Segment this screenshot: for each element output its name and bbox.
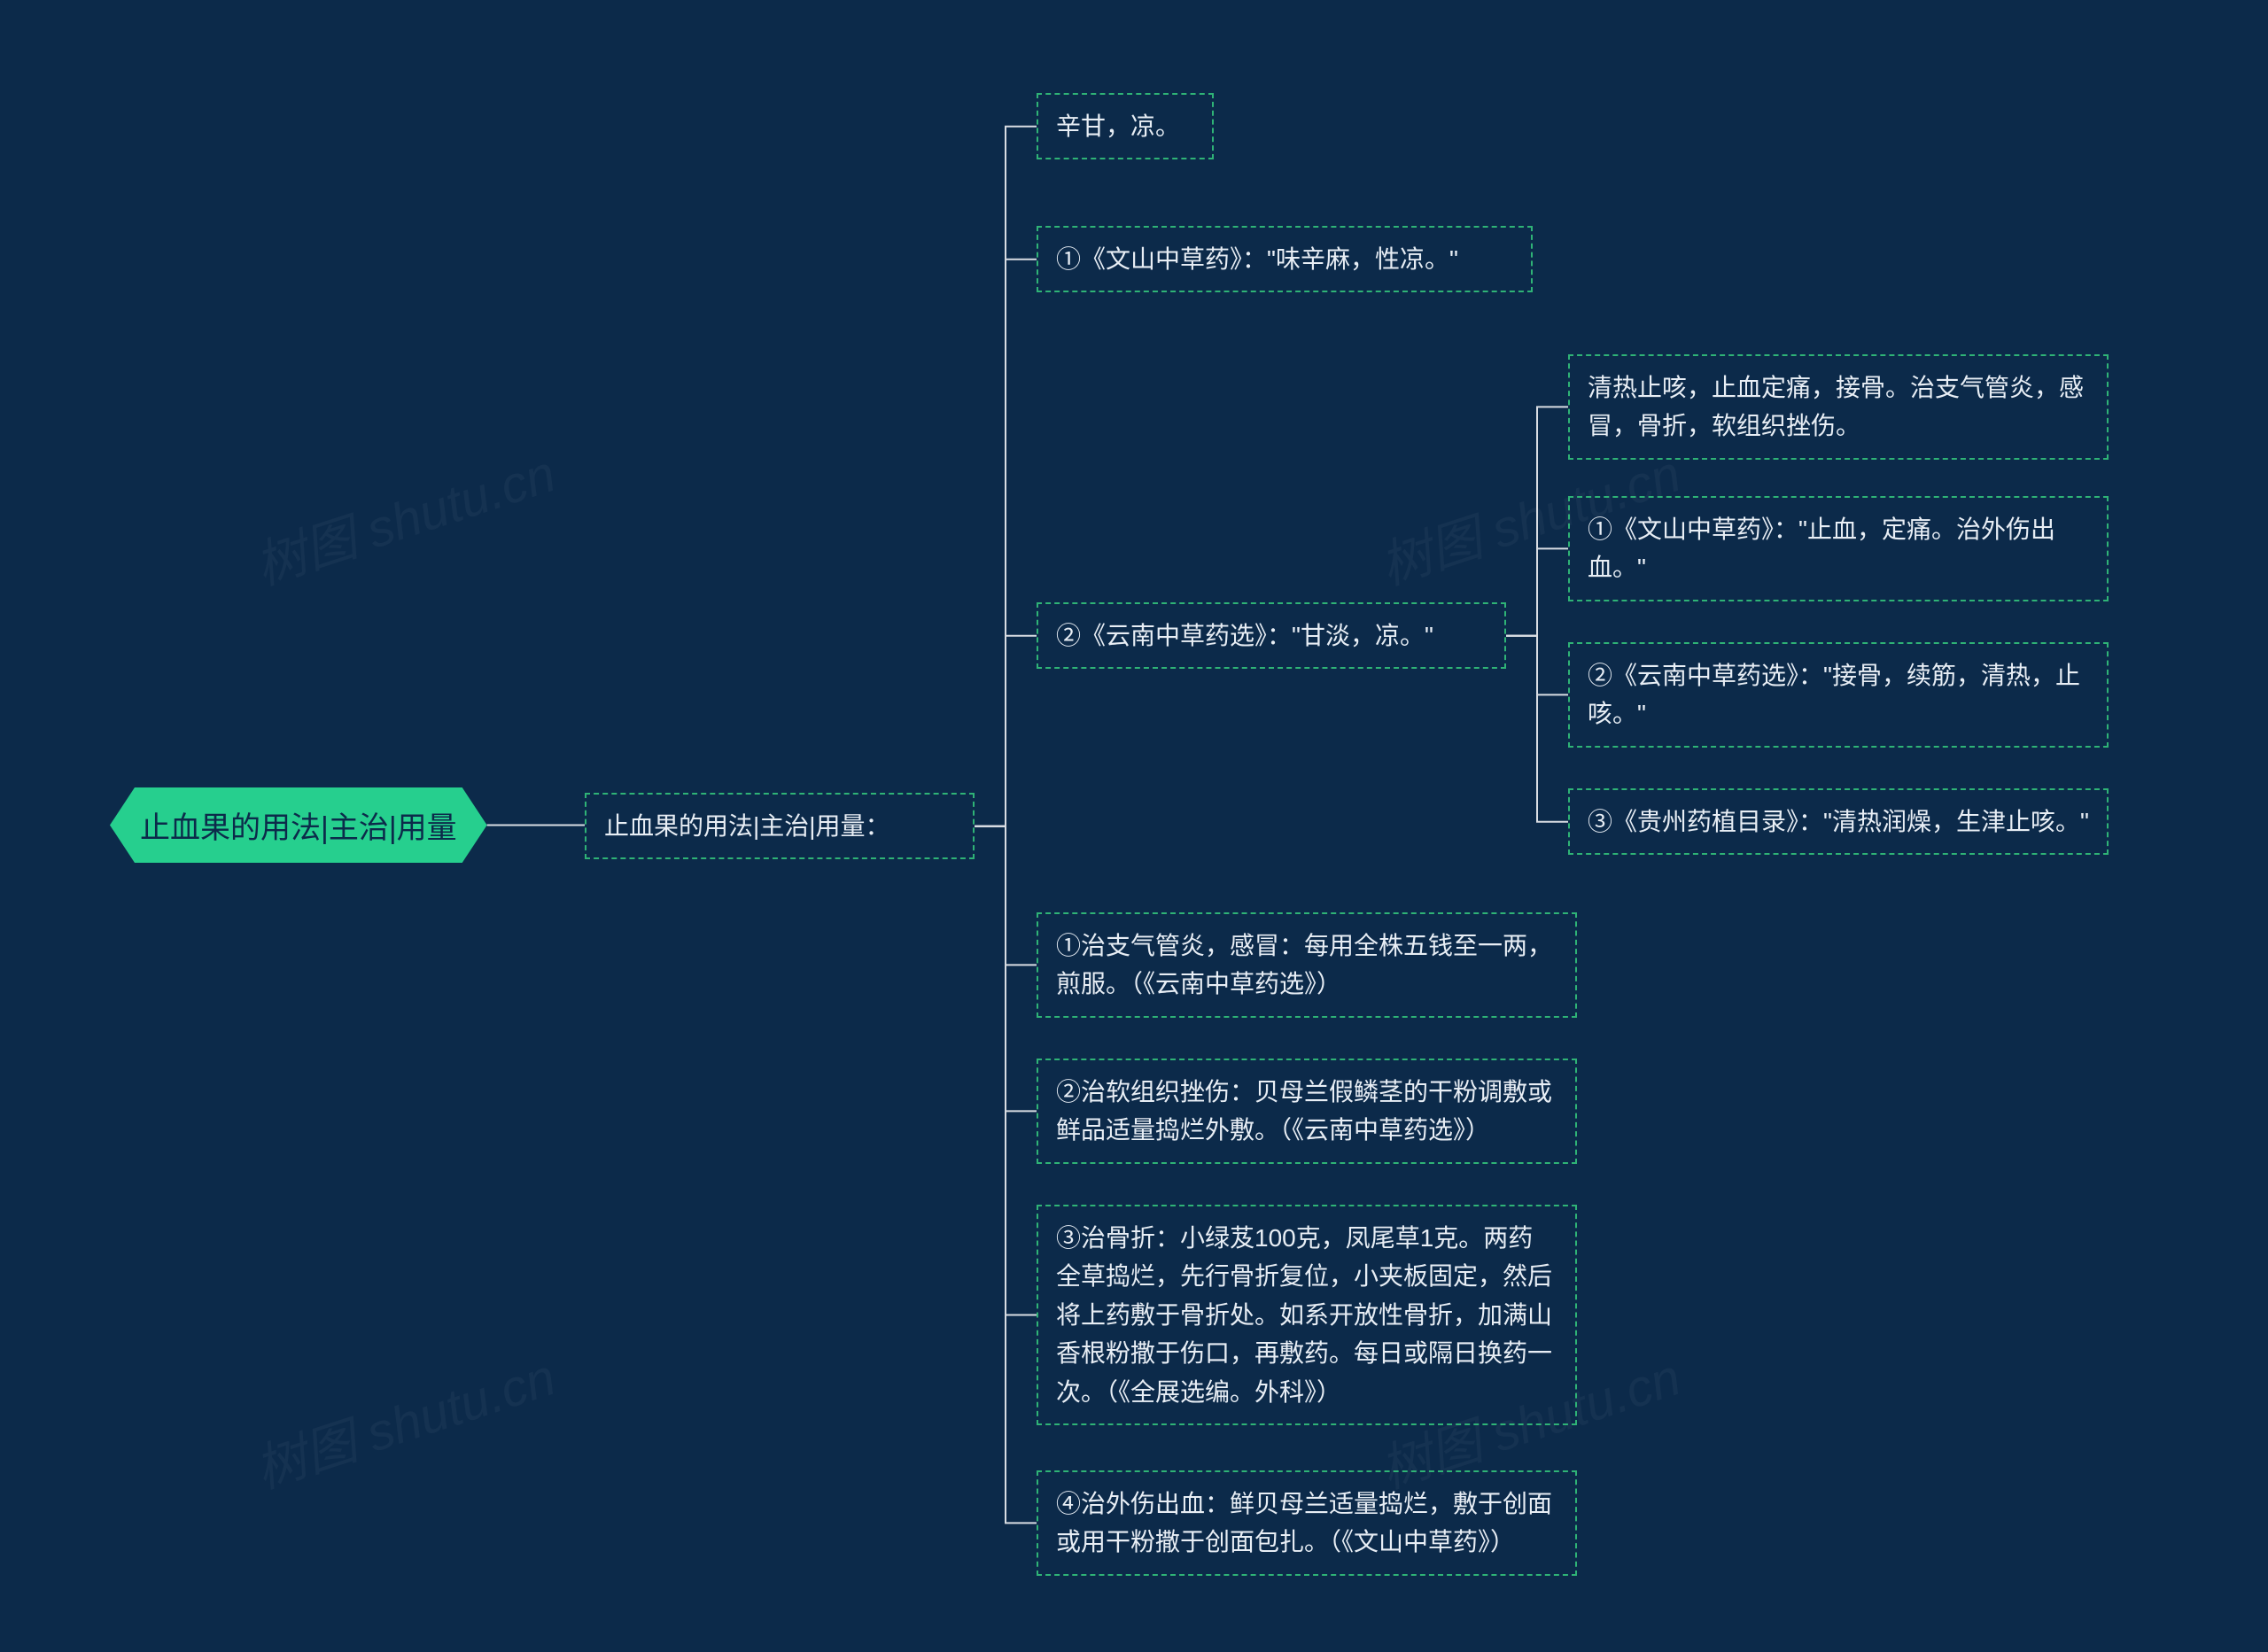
level2-node: ④治外伤出血：鲜贝母兰适量捣烂，敷于创面或用干粉撒于创面包扎。（《文山中草药》）: [1037, 1470, 1577, 1576]
root-node: 止血果的用法|主治|用量: [110, 787, 487, 863]
level3-node: 清热止咳，止血定痛，接骨。治支气管炎，感冒，骨折，软组织挫伤。: [1568, 354, 2109, 460]
level3-node: ②《云南中草药选》："接骨，续筋，清热，止咳。": [1568, 642, 2109, 748]
level2-node: 辛甘，凉。: [1037, 93, 1214, 159]
watermark: 树图 shutu.cn: [245, 1336, 563, 1502]
level2-node: ②治软组织挫伤：贝母兰假鳞茎的干粉调敷或鲜品适量捣烂外敷。（《云南中草药选》）: [1037, 1059, 1577, 1164]
level2-node: ①治支气管炎，感冒：每用全株五钱至一两，煎服。（《云南中草药选》）: [1037, 912, 1577, 1018]
mindmap-canvas: 树图 shutu.cn树图 shutu.cn树图 shutu.cn树图 shut…: [0, 0, 2268, 1652]
level3-node: ③《贵州药植目录》："清热润燥，生津止咳。": [1568, 788, 2109, 855]
level1-node: 止血果的用法|主治|用量：: [585, 793, 975, 859]
watermark: 树图 shutu.cn: [245, 432, 563, 599]
level2-node: ②《云南中草药选》："甘淡，凉。": [1037, 602, 1506, 669]
level2-node: ③治骨折：小绿芨100克，凤尾草1克。两药全草捣烂，先行骨折复位，小夹板固定，然…: [1037, 1205, 1577, 1425]
level3-node: ①《文山中草药》："止血，定痛。治外伤出血。": [1568, 496, 2109, 601]
level2-node: ①《文山中草药》："味辛麻，性凉。": [1037, 226, 1533, 292]
